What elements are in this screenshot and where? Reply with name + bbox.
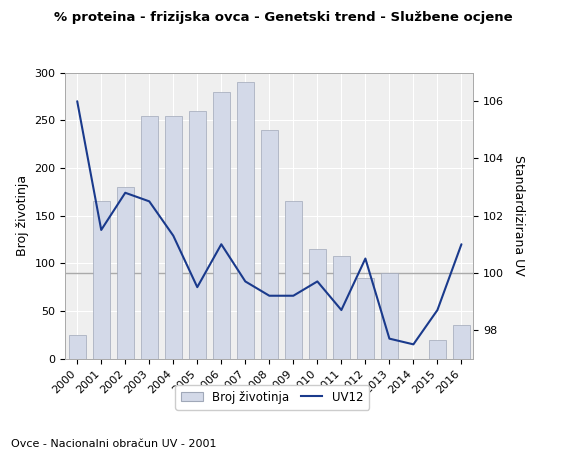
Bar: [381, 273, 398, 359]
Bar: [357, 277, 374, 359]
Bar: [237, 82, 253, 359]
X-axis label: Godina rođenja: Godina rođenja: [221, 398, 318, 411]
Bar: [69, 335, 86, 359]
Text: % proteina - frizijska ovca - Genetski trend - Službene ocjene: % proteina - frizijska ovca - Genetski t…: [54, 11, 513, 25]
Bar: [141, 117, 158, 359]
Legend: Broj životinja, UV12: Broj životinja, UV12: [175, 385, 369, 410]
Bar: [213, 92, 230, 359]
Y-axis label: Standardizirana UV: Standardizirana UV: [512, 155, 525, 276]
Bar: [189, 111, 206, 359]
Bar: [285, 201, 302, 359]
Y-axis label: Broj životinja: Broj životinja: [16, 175, 29, 256]
Bar: [117, 187, 134, 359]
Text: Ovce - Nacionalni obračun UV - 2001: Ovce - Nacionalni obračun UV - 2001: [11, 439, 217, 449]
Bar: [453, 325, 470, 359]
Bar: [165, 115, 181, 359]
Bar: [309, 249, 326, 359]
Bar: [333, 256, 350, 359]
Bar: [261, 130, 278, 359]
Bar: [93, 201, 109, 359]
Bar: [429, 340, 446, 359]
